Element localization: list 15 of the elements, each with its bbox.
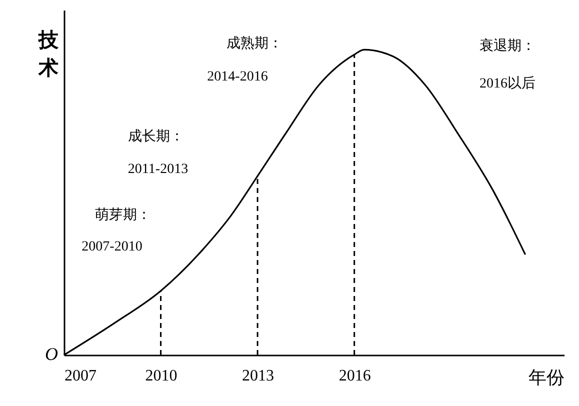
- annotation: 萌芽期：: [95, 206, 151, 223]
- annotation: 成长期：: [128, 128, 184, 145]
- x-tick-label: 2007: [64, 368, 96, 384]
- x-axis-title: 年份: [528, 368, 564, 388]
- x-tick-label: 2013: [242, 368, 274, 384]
- x-tick-label: 2016: [338, 368, 371, 384]
- annotation: 2007-2010: [82, 239, 142, 254]
- annotation: 成熟期：: [226, 35, 282, 52]
- annotation: 2014-2016: [207, 70, 268, 85]
- x-tick-label: 2010: [145, 368, 178, 384]
- annotation: 衰退期：: [480, 38, 536, 54]
- annotation: 2016以后: [480, 75, 536, 92]
- text: O: [45, 344, 58, 364]
- annotation: 2011-2013: [128, 162, 188, 178]
- y-axis-title: 技术: [38, 28, 60, 80]
